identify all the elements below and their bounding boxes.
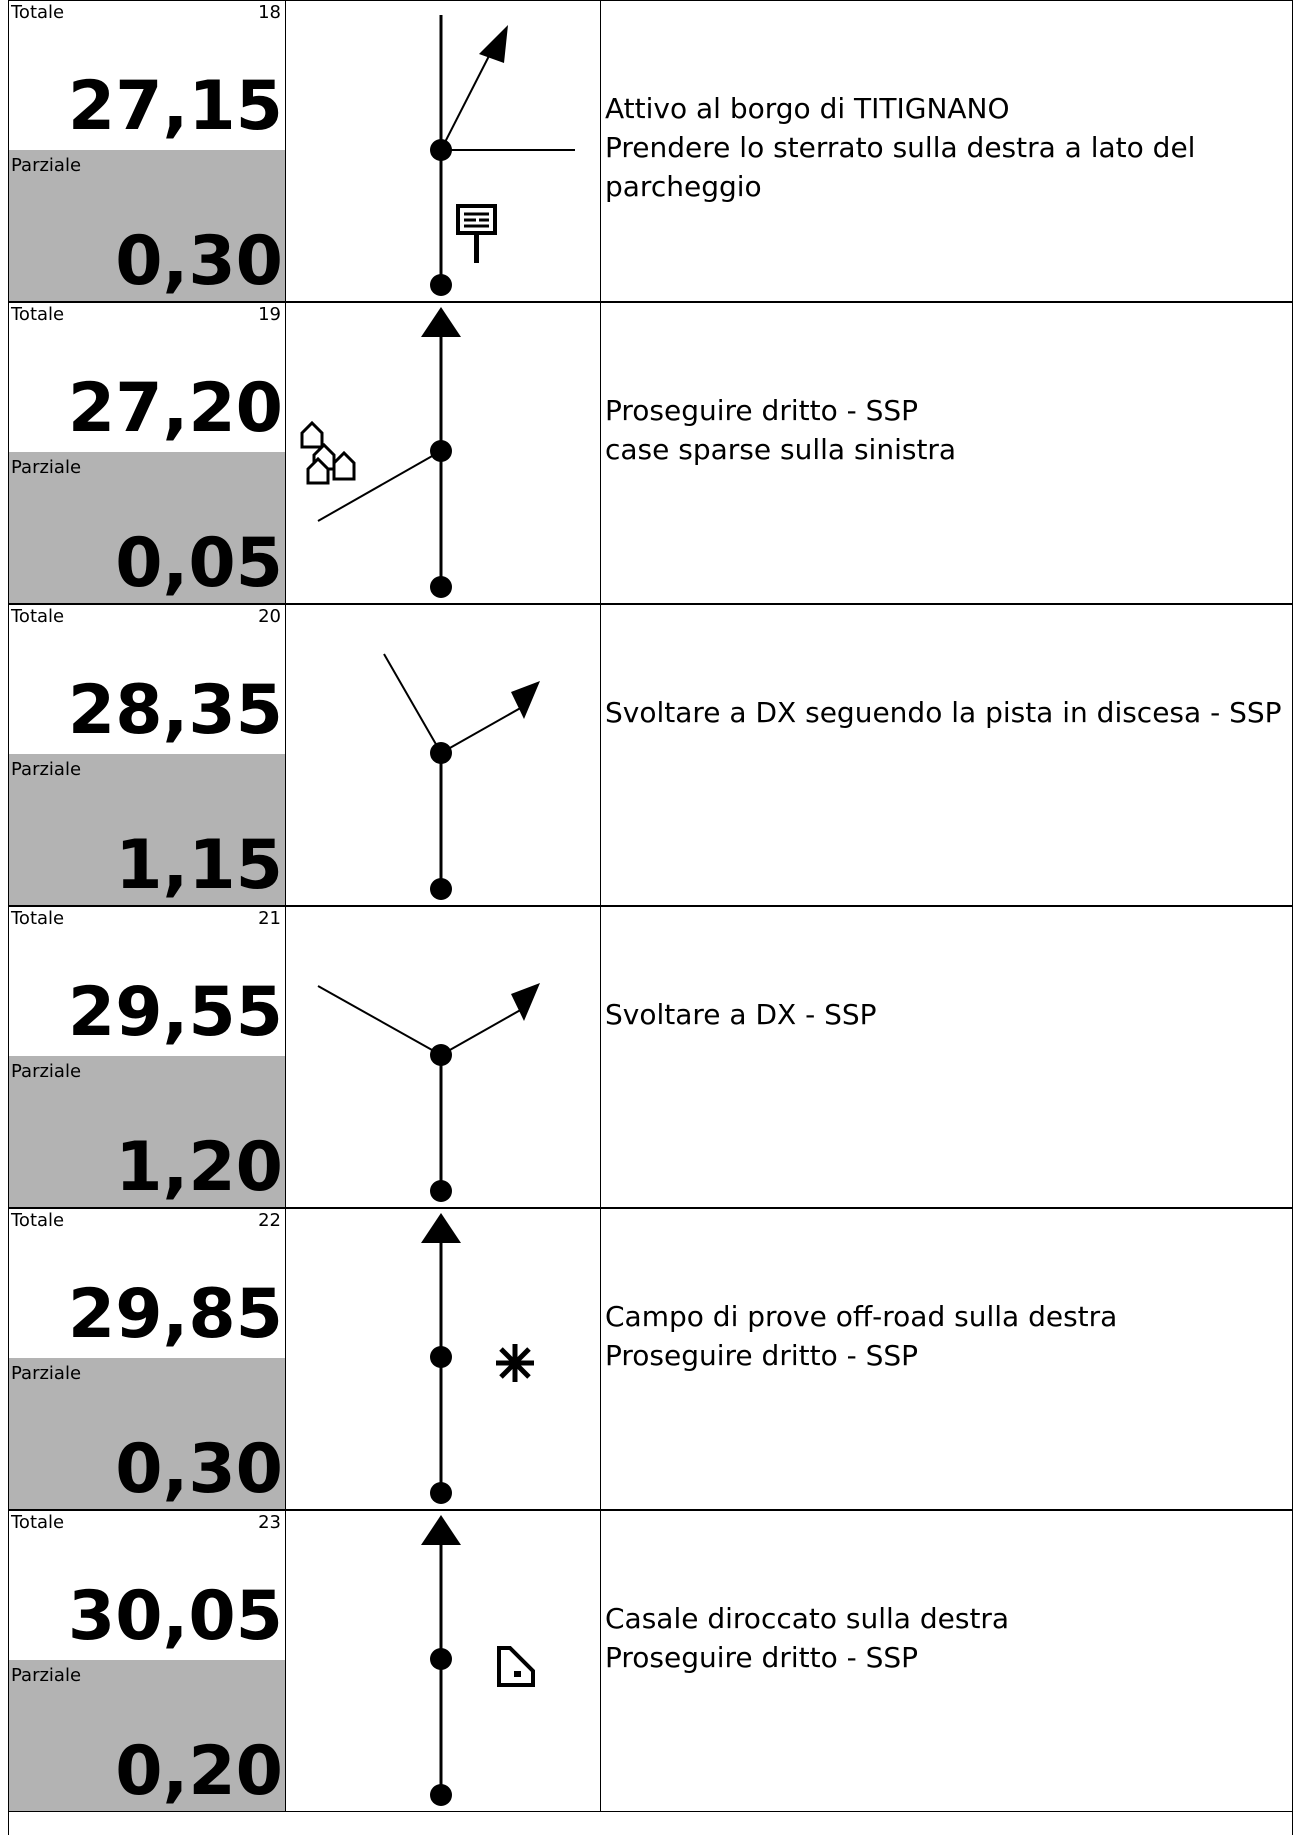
parziale-value: 0,30 — [115, 222, 283, 301]
totale-value: 27,20 — [67, 369, 283, 448]
tulip-svg — [383, 653, 540, 900]
instruction-cell: Svoltare a DX seguendo la pista in disce… — [600, 604, 1293, 906]
totale-label: Totale — [11, 2, 65, 23]
instruction-text: Casale diroccato sulla destra Proseguire… — [605, 1599, 1288, 1677]
totale-value: 29,55 — [67, 973, 283, 1052]
parziale-label: Parziale — [11, 1061, 82, 1082]
tulip-svg — [421, 1213, 534, 1504]
totale-label: Totale — [11, 304, 65, 325]
distance-cell: Totale 21 29,55 Parziale 1,20 — [8, 906, 286, 1208]
totale-label: Totale — [11, 1210, 65, 1231]
parziale-box — [9, 1358, 285, 1509]
instruction-line: Proseguire dritto - SSP — [605, 394, 919, 427]
ruined-house-icon — [497, 1646, 535, 1687]
houses-icon — [300, 420, 356, 485]
roadbook-row: Totale 23 30,05 Parziale 0,20 Casale dir… — [8, 1510, 1293, 1812]
step-number: 18 — [258, 2, 281, 23]
step-number: 20 — [258, 606, 281, 627]
instruction-line: Casale diroccato sulla destra — [605, 1602, 1010, 1635]
parziale-value: 0,20 — [115, 1732, 283, 1811]
instruction-cell: Attivo al borgo di TITIGNANO Prendere lo… — [600, 0, 1293, 302]
parziale-value: 1,15 — [115, 826, 283, 905]
instruction-line: case sparse sulla sinistra — [605, 433, 957, 466]
totale-value: 28,35 — [67, 671, 283, 750]
parziale-box — [9, 452, 285, 603]
parziale-value: 0,05 — [115, 524, 283, 603]
distance-cell: Totale 20 28,35 Parziale 1,15 — [8, 604, 286, 906]
roadbook-row: Totale 21 29,55 Parziale 1,20 Svoltare a… — [8, 906, 1293, 1208]
tulip-diagram — [286, 604, 600, 906]
parziale-label: Parziale — [11, 759, 82, 780]
distance-cell: Totale 23 30,05 Parziale 0,20 — [8, 1510, 286, 1812]
roadbook-row: Totale 19 27,20 Parziale 0,05 — [8, 302, 1293, 604]
step-number: 21 — [258, 908, 281, 929]
distance-cell: Totale 19 27,20 Parziale 0,05 — [8, 302, 286, 604]
instruction-line: parcheggio — [605, 170, 762, 203]
tulip-svg — [317, 983, 540, 1202]
instruction-line: Proseguire dritto - SSP — [605, 1339, 919, 1372]
totale-value: 29,85 — [67, 1275, 283, 1354]
tulip-diagram — [286, 906, 600, 1208]
instruction-text: Campo di prove off-road sulla destra Pro… — [605, 1297, 1288, 1375]
next-row-top — [8, 1812, 1293, 1835]
instruction-text: Attivo al borgo di TITIGNANO Prendere lo… — [605, 89, 1288, 206]
parziale-label: Parziale — [11, 1363, 82, 1384]
parziale-box — [9, 1660, 285, 1811]
instruction-cell: Svoltare a DX - SSP — [600, 906, 1293, 1208]
tulip-svg — [300, 307, 461, 598]
instruction-cell: Proseguire dritto - SSP case sparse sull… — [600, 302, 1293, 604]
instruction-line: Proseguire dritto - SSP — [605, 1641, 919, 1674]
totale-value: 30,05 — [67, 1577, 283, 1656]
roadbook-row: Totale 18 27,15 Parziale 0,30 — [8, 0, 1293, 302]
step-number: 23 — [258, 1512, 281, 1533]
instruction-line: Prendere lo sterrato sulla destra a lato… — [605, 131, 1196, 164]
roadbook: Totale 18 27,15 Parziale 0,30 — [8, 0, 1293, 1835]
parziale-label: Parziale — [11, 1665, 82, 1686]
parziale-box — [9, 1056, 285, 1207]
tulip-diagram — [286, 1208, 600, 1510]
tulip-diagram — [286, 302, 600, 604]
totale-label: Totale — [11, 1512, 65, 1533]
instruction-cell: Casale diroccato sulla destra Proseguire… — [600, 1510, 1293, 1812]
instruction-line: Attivo al borgo di TITIGNANO — [605, 92, 1010, 125]
parziale-label: Parziale — [11, 155, 82, 176]
instruction-line: Campo di prove off-road sulla destra — [605, 1300, 1118, 1333]
instruction-line: Svoltare a DX seguendo la pista in disce… — [605, 696, 1282, 729]
instruction-line: Svoltare a DX - SSP — [605, 998, 877, 1031]
roadbook-row: Totale 22 29,85 Parziale 0,30 — [8, 1208, 1293, 1510]
distance-cell: Totale 18 27,15 Parziale 0,30 — [8, 0, 286, 302]
tulip-diagram — [286, 1510, 600, 1812]
totale-value: 27,15 — [67, 67, 283, 146]
parziale-value: 1,20 — [115, 1128, 283, 1207]
tulip-svg — [421, 1515, 535, 1806]
instruction-text: Svoltare a DX seguendo la pista in disce… — [605, 693, 1288, 732]
totale-label: Totale — [11, 606, 65, 627]
distance-cell: Totale 22 29,85 Parziale 0,30 — [8, 1208, 286, 1510]
step-number: 22 — [258, 1210, 281, 1231]
roadbook-row: Totale 20 28,35 Parziale 1,15 Svoltare a… — [8, 604, 1293, 906]
instruction-cell: Campo di prove off-road sulla destra Pro… — [600, 1208, 1293, 1510]
step-number: 19 — [258, 304, 281, 325]
signpost-icon — [456, 204, 497, 263]
totale-label: Totale — [11, 908, 65, 929]
instruction-text: Svoltare a DX - SSP — [605, 995, 1288, 1034]
tulip-diagram — [286, 0, 600, 302]
parziale-value: 0,30 — [115, 1430, 283, 1509]
parziale-label: Parziale — [11, 457, 82, 478]
asterisk-icon — [496, 1344, 534, 1382]
tulip-svg — [430, 15, 575, 296]
parziale-box — [9, 754, 285, 905]
parziale-box — [9, 150, 285, 301]
instruction-text: Proseguire dritto - SSP case sparse sull… — [605, 391, 1288, 469]
